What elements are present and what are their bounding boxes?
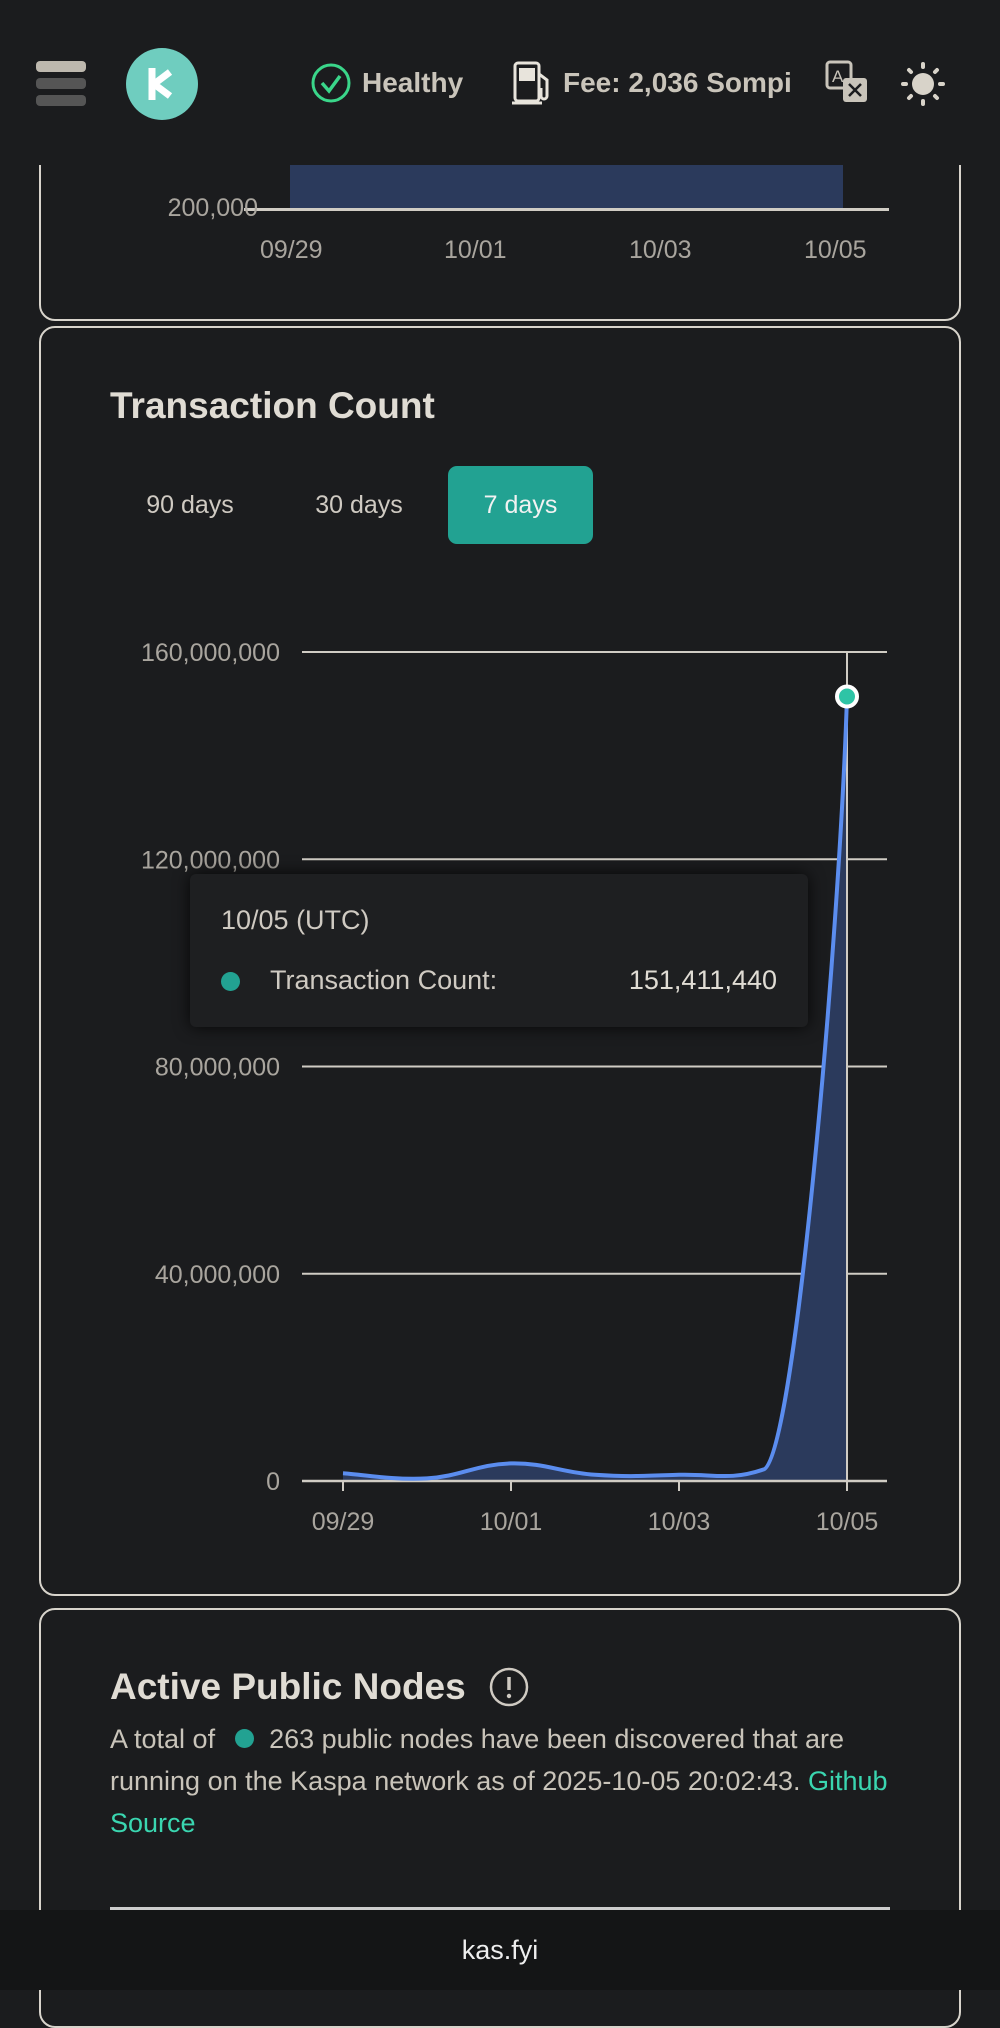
x-tick-label: 10/01 bbox=[480, 1508, 543, 1536]
tooltip-label: Transaction Count: bbox=[270, 965, 498, 995]
nodes-title-row: Active Public Nodes bbox=[110, 1666, 530, 1708]
translate-icon[interactable]: A bbox=[825, 60, 869, 109]
github-source-link[interactable]: Github Source bbox=[110, 1766, 888, 1838]
x-tick-label: 10/05 bbox=[816, 1508, 879, 1536]
x-tick-label: 10/01 bbox=[444, 236, 507, 264]
svg-text:A: A bbox=[832, 67, 844, 86]
y-tick-label: 80,000,000 bbox=[155, 1054, 280, 1082]
table-header-line bbox=[110, 1907, 890, 1910]
x-tick-label: 09/29 bbox=[312, 1508, 375, 1536]
series-line bbox=[342, 696, 849, 1481]
health-label: Healthy bbox=[362, 67, 464, 98]
y-tick-label: 0 bbox=[266, 1468, 280, 1496]
fuel-pump-icon bbox=[512, 61, 549, 105]
tooltip-title: 10/05 (UTC) bbox=[221, 905, 370, 935]
card-title: Active Public Nodes bbox=[110, 1666, 466, 1707]
url-text: kas.fyi bbox=[461, 1934, 539, 1965]
x-tick-label: 10/05 bbox=[804, 236, 867, 264]
tooltip-value: 151,411,440 bbox=[628, 965, 777, 995]
range-90-days-button[interactable]: 90 days bbox=[146, 490, 234, 519]
fee-indicator[interactable]: Fee: 2,036 Sompi bbox=[511, 60, 792, 106]
y-tick-label: 120,000,000 bbox=[141, 846, 280, 874]
area-fill bbox=[343, 696, 847, 1481]
range-7-days-button[interactable]: 7 days bbox=[448, 466, 593, 544]
data-point-highlight bbox=[835, 684, 859, 709]
chart-tooltip: 10/05 (UTC) Transaction Count: 151,411,4… bbox=[190, 874, 808, 1027]
fee-label: Fee: 2,036 Sompi bbox=[563, 67, 792, 98]
menu-bar bbox=[36, 78, 86, 89]
series-dot-icon bbox=[221, 972, 240, 991]
x-axis bbox=[244, 208, 889, 211]
status-dot-icon bbox=[234, 1729, 254, 1748]
kaspa-logo[interactable] bbox=[126, 48, 198, 120]
menu-bar bbox=[36, 95, 86, 106]
top-nav: Healthy Fee: 2,036 Sompi A bbox=[0, 0, 1000, 165]
theme-toggle-sun-icon[interactable] bbox=[901, 62, 945, 111]
x-tick-label: 09/29 bbox=[260, 236, 323, 264]
range-30-days-button[interactable]: 30 days bbox=[315, 490, 403, 519]
health-status[interactable]: Healthy bbox=[310, 62, 463, 104]
card-title: Transaction Count bbox=[110, 385, 435, 426]
check-circle-icon bbox=[311, 63, 351, 103]
x-tick-label: 10/03 bbox=[629, 236, 692, 264]
area-fill bbox=[290, 165, 843, 210]
y-tick-label: 200,000 bbox=[167, 194, 258, 222]
transaction-count-chart: 0 40,000,000 80,000,000 120,000,000 160,000,… bbox=[141, 639, 887, 1536]
y-tick-label: 160,000,000 bbox=[141, 639, 280, 667]
x-tick-label: 10/03 bbox=[648, 1508, 711, 1536]
menu-bar bbox=[36, 61, 86, 72]
y-tick-label: 40,000,000 bbox=[155, 1261, 280, 1289]
nodes-description: A total of 263 public nodes have been di… bbox=[110, 1718, 890, 1844]
browser-url-bar[interactable]: kas.fyi bbox=[0, 1910, 1000, 1990]
text-main: 263 public nodes have been discovered th… bbox=[110, 1724, 845, 1796]
text-prefix: A total of bbox=[110, 1724, 216, 1754]
info-icon[interactable] bbox=[488, 1666, 530, 1708]
